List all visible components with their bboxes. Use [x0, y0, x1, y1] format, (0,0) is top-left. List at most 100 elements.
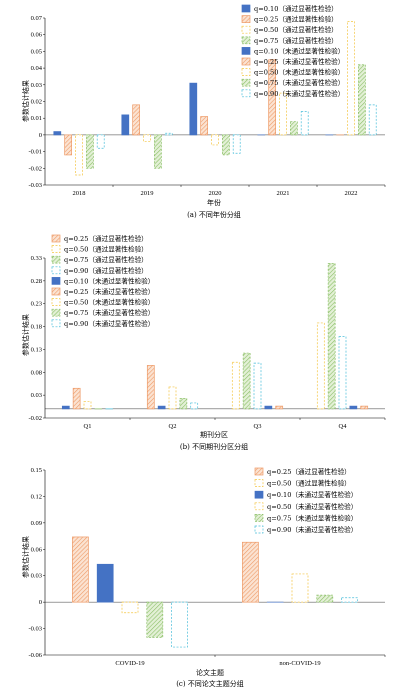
legend-swatch: [241, 15, 251, 23]
y-tick-label: -0.06: [28, 652, 42, 659]
bar: [242, 352, 251, 410]
y-tick-label: 0: [39, 599, 42, 606]
y-tick-label: -0.02: [28, 415, 42, 422]
bar: [75, 134, 83, 176]
legend-swatch: [241, 47, 251, 55]
y-tick-label: 0.28: [31, 278, 42, 285]
legend-entry: q=0.75（未通过显著性检验）: [254, 78, 344, 87]
panel-c-bars: [72, 536, 358, 648]
panel-b-caption: (b) 不同期刊分区分组: [180, 442, 248, 451]
panel-a: -0.03 -0.02 -0.01 0 0.01 0.02 0.03 0.04 0.05 0.06…: [21, 4, 386, 219]
bar: [61, 405, 70, 410]
bar: [85, 134, 94, 169]
y-tick-label: -0.01: [28, 149, 42, 156]
bar: [121, 601, 139, 614]
bar: [268, 59, 276, 136]
legend-swatch: [51, 277, 61, 285]
legend-swatch: [51, 287, 61, 296]
bar: [347, 20, 355, 136]
bar: [290, 121, 298, 136]
y-tick-label: 0.02: [31, 99, 42, 106]
bar: [164, 132, 173, 136]
legend-swatch: [241, 36, 251, 45]
y-tick-label: 0.05: [31, 48, 42, 55]
bar: [171, 601, 188, 648]
legend-entry: q=0.10（未通过显著性检验）: [64, 276, 154, 285]
bar: [341, 597, 358, 603]
panel-b: -0.02 0.03 0.08 0.13 0.18 0.23 0.28 0.33 Q1 Q2 Q3 Q…: [21, 234, 386, 451]
bar: [316, 594, 334, 603]
y-tick-label: 0.15: [31, 467, 42, 474]
legend-entry: q=0.90（未通过显著性检验）: [267, 525, 357, 534]
legend-entry: q=0.50（未通过显著性检验）: [267, 502, 357, 511]
y-tick-label: 0.03: [31, 392, 42, 399]
bar: [327, 263, 336, 410]
legend-swatch: [254, 525, 264, 534]
panel-b-legend: q=0.25（通过显著性检验） q=0.50（通过显著性检验）q=0.75（通过显…: [51, 234, 154, 328]
legend-entry: q=0.25（通过显著性检验）: [254, 15, 338, 24]
bar: [121, 114, 130, 136]
y-tick-label: 0.07: [31, 15, 43, 22]
y-tick-label: -0.03: [28, 182, 42, 189]
panel-c-legend: q=0.25（通过显著性检验） q=0.50（通过显著性检验） q=0.10（未通过…: [254, 467, 357, 534]
panel-b-xlabel: 期刊分区: [200, 430, 228, 439]
panel-a-xlabel: 年份: [207, 198, 221, 207]
bar: [168, 386, 177, 410]
legend-swatch: [51, 308, 61, 317]
bar: [132, 104, 140, 136]
legend-entry: q=0.90（未通过显著性检验）: [254, 89, 344, 98]
bar: [300, 111, 309, 136]
legend-swatch: [51, 245, 61, 253]
legend-entry: q=0.50（通过显著性检验）: [64, 245, 148, 254]
bar: [96, 134, 105, 149]
bar: [349, 405, 358, 410]
legend-swatch: [254, 502, 264, 511]
legend-swatch: [51, 319, 61, 328]
legend-swatch: [241, 78, 251, 87]
legend-swatch: [51, 298, 61, 306]
bar: [211, 134, 219, 146]
legend-swatch: [241, 4, 251, 13]
x-tick-label: Q2: [169, 423, 177, 430]
bar: [190, 402, 199, 410]
x-tick-label: non-COVID-19: [279, 660, 320, 667]
legend-entry: q=0.75（未通过显著性检验）: [64, 308, 154, 317]
bar: [96, 563, 114, 603]
y-tick-label: 0.23: [31, 301, 42, 308]
panel-a-legend: q=0.10（通过显著性检验） q=0.25（通过显著性检验）q=0.50（通过显…: [241, 4, 344, 98]
y-tick-label: 0.04: [31, 65, 43, 72]
y-tick-label: 0.12: [31, 493, 42, 500]
bar: [146, 601, 164, 638]
bar: [279, 92, 287, 136]
y-tick-label: 0.03: [31, 573, 42, 580]
y-tick-label: 0: [39, 132, 42, 139]
y-tick-label: 0.06: [31, 32, 43, 39]
y-tick-label: 0.03: [31, 82, 42, 89]
y-tick-label: -0.03: [28, 626, 42, 633]
bar: [143, 134, 151, 142]
x-tick-label: COVID-19: [115, 660, 144, 667]
legend-swatch: [241, 89, 251, 98]
legend-swatch: [241, 68, 251, 76]
legend-entry: q=0.10（通过显著性检验）: [254, 4, 338, 13]
bar: [157, 405, 166, 410]
legend-entry: q=0.90（通过显著性检验）: [64, 266, 148, 275]
panel-c-ylabel: 参数估计结果: [21, 536, 30, 578]
bar: [72, 536, 89, 603]
legend-entry: q=0.90（未通过显著性检验）: [64, 319, 154, 328]
x-tick-label: 2022: [345, 190, 358, 197]
panel-c: -0.06 -0.03 0 0.03 0.06 0.09 0.12 0.15 COVID-19 n…: [21, 467, 386, 688]
bar: [189, 82, 198, 136]
legend-entry: q=0.50（通过显著性检验）: [267, 479, 351, 488]
bar: [264, 405, 273, 410]
bar: [83, 401, 92, 410]
y-tick-label: -0.02: [28, 165, 42, 172]
x-tick-label: Q3: [254, 423, 262, 430]
x-tick-label: 2021: [277, 190, 290, 197]
y-tick-label: 0.33: [31, 255, 42, 262]
x-tick-label: 2019: [141, 190, 154, 197]
legend-swatch: [254, 514, 264, 522]
bar: [316, 322, 325, 410]
legend-entry: q=0.25（通过显著性检验）: [267, 467, 351, 476]
